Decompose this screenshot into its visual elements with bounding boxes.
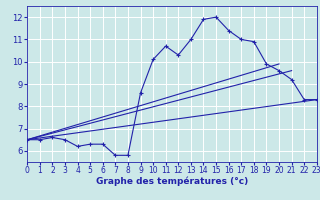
X-axis label: Graphe des températures (°c): Graphe des températures (°c) <box>96 177 248 186</box>
